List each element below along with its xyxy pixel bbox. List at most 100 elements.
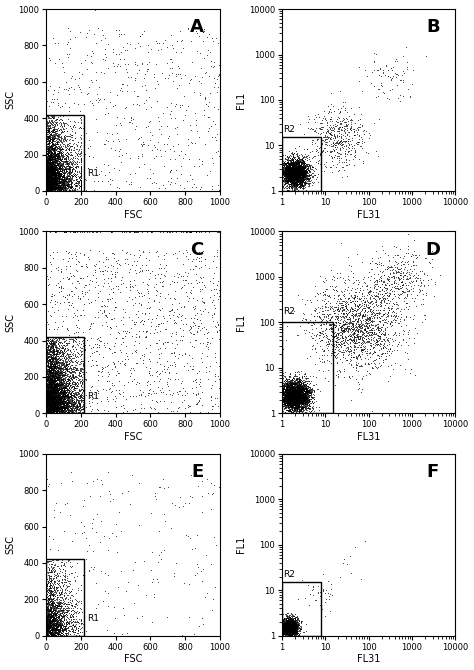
Point: [376, 312, 383, 323]
Point: [44, 186, 51, 196]
Point: [295, 381, 302, 392]
Point: [293, 395, 301, 405]
Point: [43, 165, 50, 176]
Point: [57, 381, 64, 391]
Point: [309, 341, 316, 352]
Point: [46, 380, 54, 391]
Point: [50, 554, 58, 565]
Point: [295, 379, 302, 390]
Point: [298, 150, 306, 161]
Point: [294, 387, 301, 398]
Point: [48, 360, 55, 371]
Point: [47, 378, 55, 389]
Point: [300, 164, 307, 175]
Point: [282, 628, 289, 639]
Point: [45, 147, 53, 158]
Point: [50, 397, 58, 407]
Point: [278, 391, 286, 401]
Point: [47, 178, 55, 189]
Point: [56, 182, 64, 192]
Point: [289, 385, 296, 396]
Point: [301, 387, 308, 398]
Point: [48, 606, 56, 616]
Point: [109, 348, 116, 358]
Point: [351, 296, 359, 307]
Point: [302, 170, 310, 180]
Point: [72, 249, 79, 260]
Point: [56, 398, 64, 409]
Point: [283, 400, 291, 411]
Point: [286, 182, 293, 192]
Point: [59, 580, 66, 591]
Point: [292, 393, 300, 403]
Point: [49, 407, 57, 418]
Point: [55, 391, 63, 401]
Point: [374, 349, 382, 360]
Point: [63, 362, 71, 373]
Point: [59, 397, 66, 407]
Point: [288, 166, 296, 177]
Point: [289, 392, 297, 403]
Point: [43, 396, 50, 407]
Point: [283, 388, 291, 399]
Point: [45, 375, 53, 386]
Point: [65, 390, 73, 401]
Point: [290, 621, 298, 632]
Point: [46, 132, 53, 143]
Point: [280, 620, 288, 630]
Point: [104, 375, 111, 386]
Point: [46, 129, 54, 140]
Point: [286, 164, 294, 175]
Point: [283, 405, 291, 415]
Point: [48, 387, 56, 397]
Point: [68, 403, 76, 414]
Point: [54, 344, 61, 355]
Point: [51, 403, 59, 414]
Point: [50, 564, 57, 575]
Point: [290, 386, 297, 397]
Point: [50, 175, 58, 186]
Point: [46, 395, 54, 405]
Point: [46, 590, 54, 601]
Point: [295, 396, 302, 407]
Point: [282, 618, 290, 629]
Point: [297, 387, 305, 398]
Point: [285, 398, 292, 409]
Point: [311, 342, 319, 353]
Point: [298, 174, 305, 184]
Point: [330, 123, 337, 133]
Point: [285, 376, 293, 387]
Point: [296, 395, 304, 406]
Point: [81, 394, 88, 405]
Point: [46, 617, 54, 628]
Point: [43, 186, 51, 196]
Point: [289, 388, 296, 399]
Point: [46, 406, 53, 417]
Point: [46, 403, 53, 414]
Point: [285, 389, 292, 400]
Point: [304, 393, 311, 404]
Point: [46, 335, 54, 346]
Point: [288, 614, 296, 624]
Point: [47, 399, 55, 409]
Point: [61, 186, 69, 196]
Point: [110, 628, 118, 639]
Point: [382, 324, 389, 335]
Point: [284, 395, 292, 406]
Point: [283, 625, 291, 636]
Point: [47, 387, 55, 397]
Point: [179, 247, 187, 258]
Point: [298, 177, 305, 188]
Point: [289, 624, 296, 634]
Point: [69, 611, 77, 622]
Point: [286, 404, 293, 415]
Point: [187, 322, 194, 332]
Point: [59, 379, 66, 390]
Point: [288, 380, 295, 391]
Point: [47, 141, 55, 151]
Point: [287, 399, 294, 410]
Point: [46, 178, 53, 188]
Point: [156, 291, 164, 302]
Point: [278, 622, 286, 632]
Point: [385, 274, 393, 285]
